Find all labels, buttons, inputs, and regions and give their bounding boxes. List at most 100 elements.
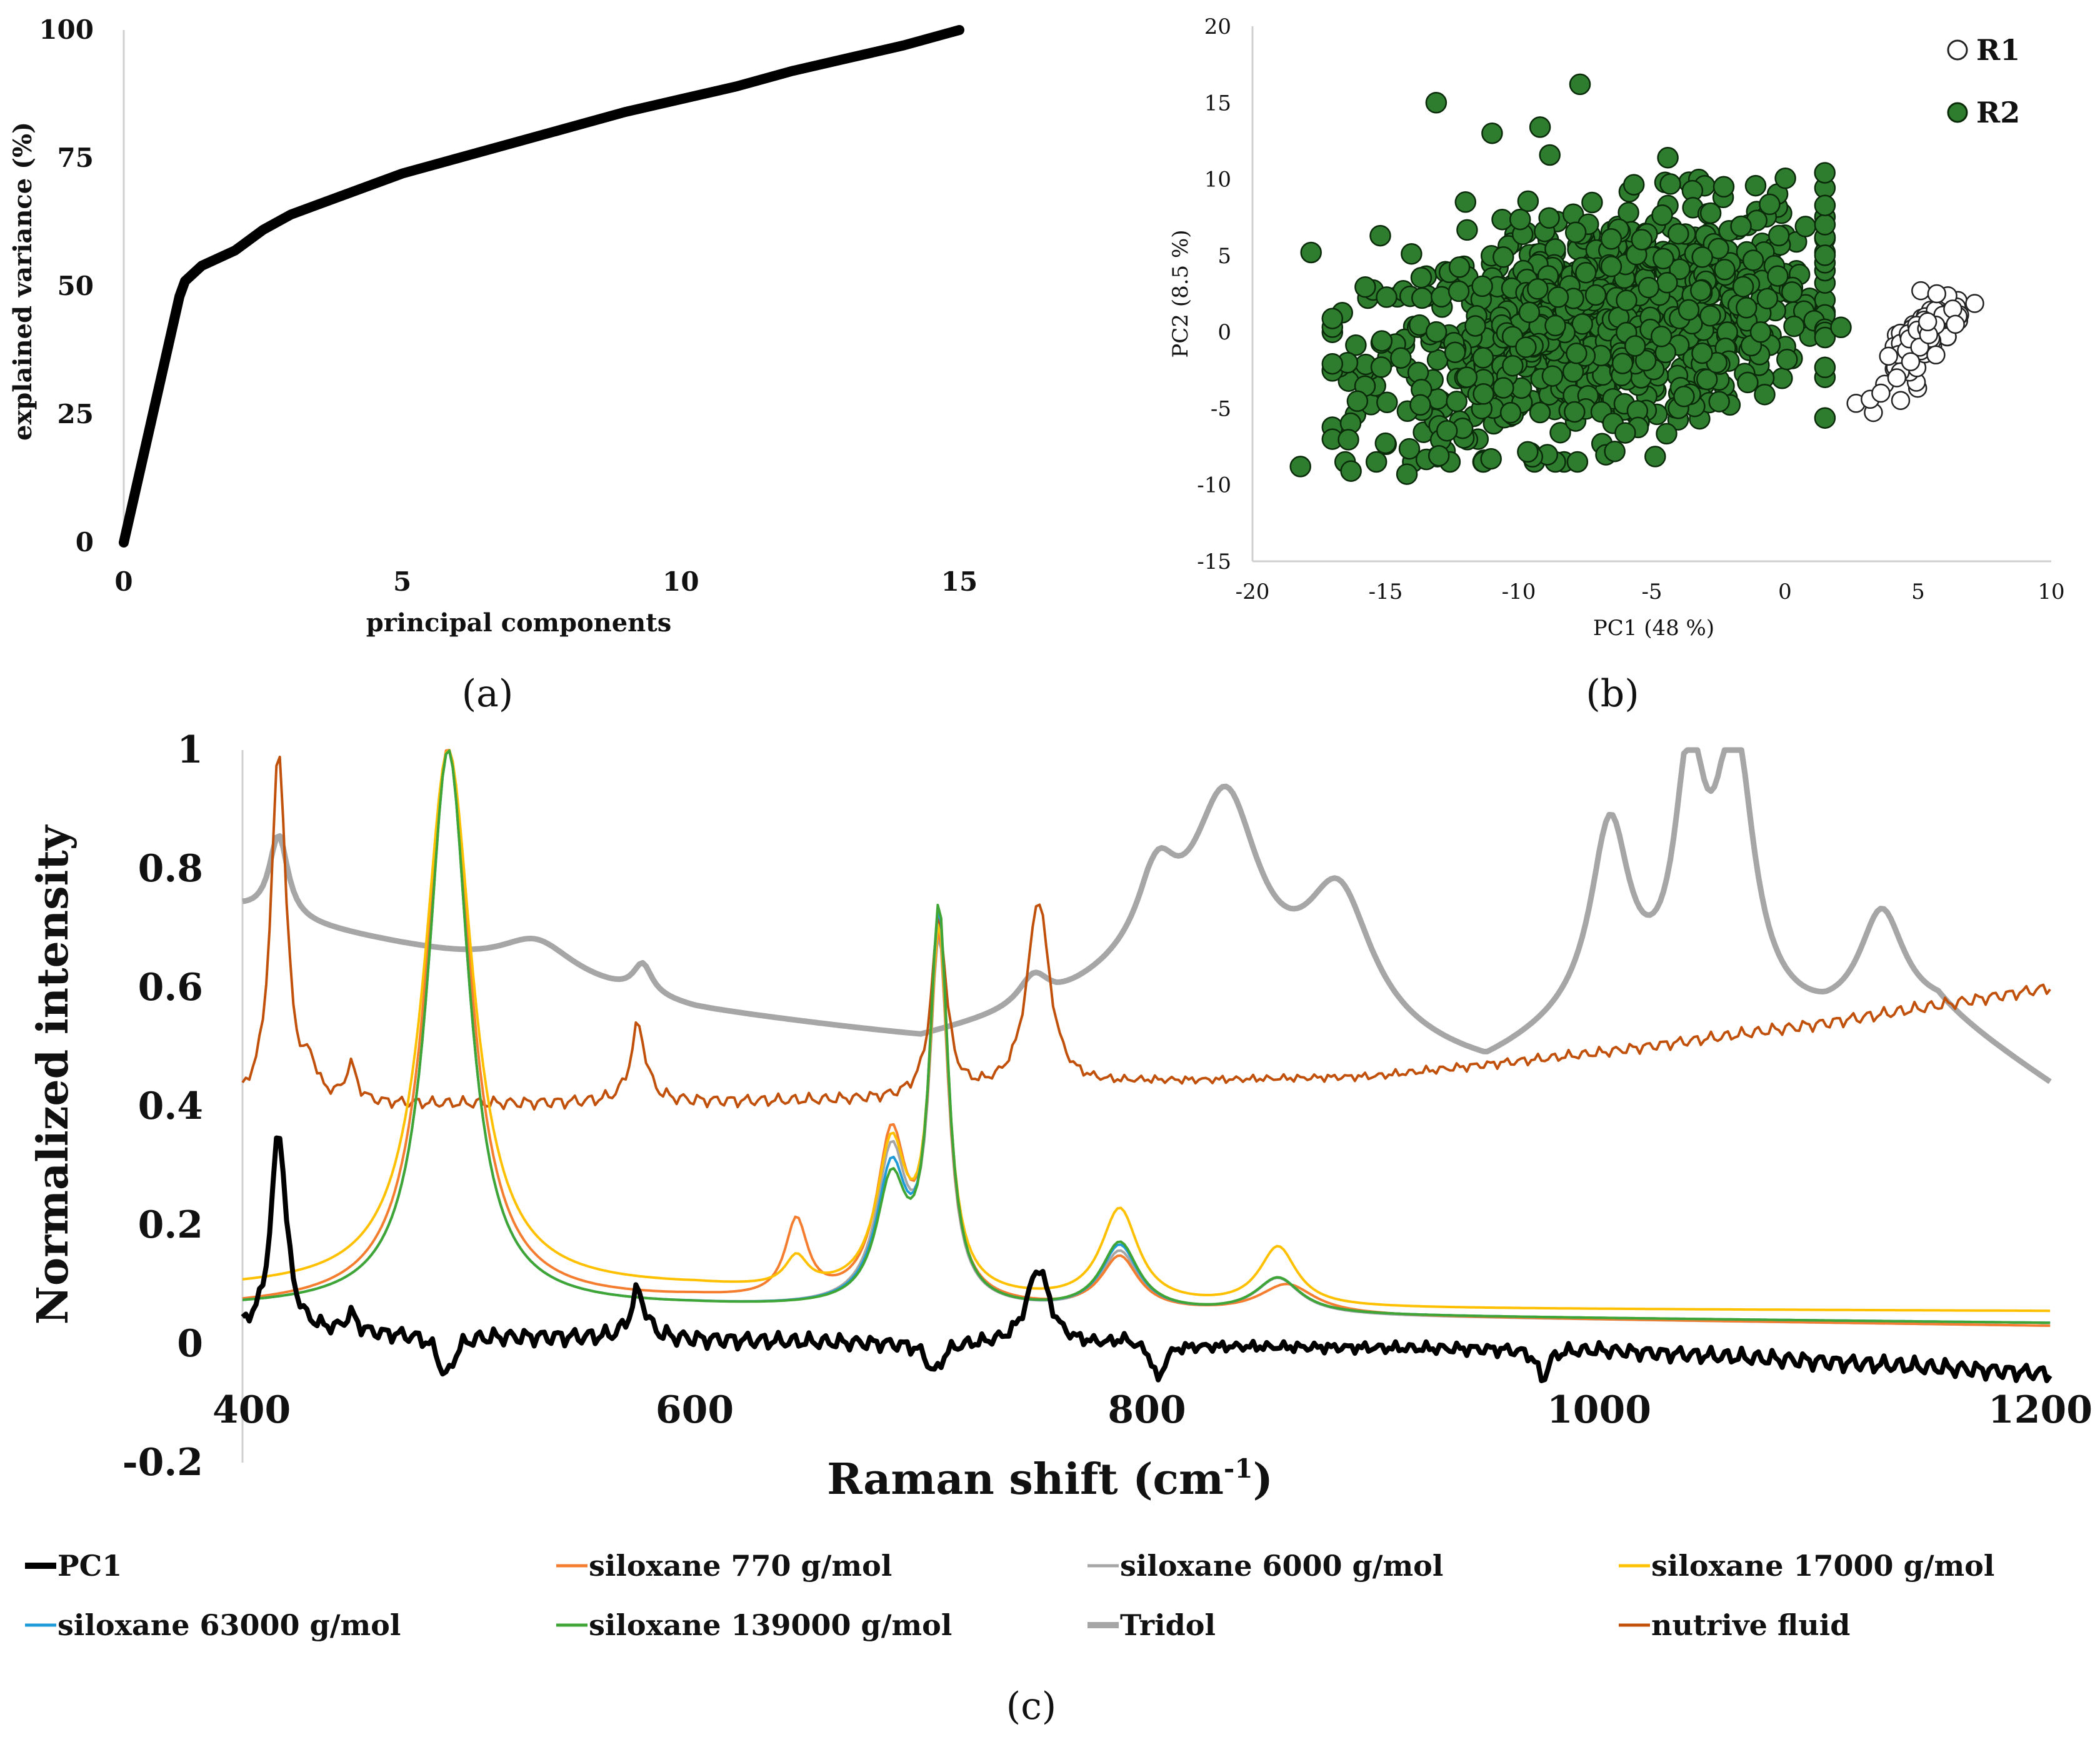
panel-b-x-ticks: -20 -15 -10 -5 0 5 10 (1236, 579, 2065, 604)
scatter-point-r2 (1776, 348, 1798, 371)
scatter-point-r2 (1600, 228, 1622, 250)
scatter-point-r1 (1871, 383, 1891, 403)
scatter-point-r2 (1338, 429, 1359, 451)
scatter-point-r2 (1454, 191, 1477, 213)
panel-a-x-tick: 0 (114, 566, 132, 597)
panel-b-x-tick: -20 (1236, 579, 1270, 604)
panel-b-x-label: PC1 (48 %) (1593, 616, 1714, 641)
scatter-point-r2 (1564, 401, 1586, 423)
scatter-point-r2 (1631, 229, 1653, 251)
spectrum-line (241, 1135, 2052, 1383)
scatter-point-r2 (1814, 194, 1836, 216)
panel-a-y-tick: 25 (58, 399, 94, 429)
scatter-point-r2 (1390, 347, 1412, 369)
panel-a-y-tick: 100 (39, 14, 94, 45)
scatter-point-r2 (1650, 326, 1672, 348)
panel-c-x-label-sup: -1 (1224, 1453, 1253, 1484)
scatter-point-r2 (1448, 256, 1471, 278)
scatter-point-r1 (1965, 294, 1984, 313)
scatter-point-r2 (1571, 313, 1593, 335)
panel-b-x-tick: -15 (1369, 579, 1403, 604)
scatter-point-r2 (1547, 286, 1569, 308)
scatter-point-r2 (1425, 92, 1448, 114)
scatter-point-r2 (1529, 401, 1551, 424)
scatter-point-r2 (1814, 356, 1836, 379)
scatter-point-r2 (1575, 261, 1597, 284)
panel-b-points (1289, 73, 1984, 485)
scatter-point-r2 (1444, 341, 1466, 363)
panel-b-y-tick: 10 (1204, 168, 1231, 193)
scatter-point-r2 (1481, 122, 1503, 144)
scatter-point-r1 (1927, 284, 1947, 304)
scatter-point-r2 (1376, 391, 1398, 414)
scatter-point-r2 (1622, 174, 1645, 196)
scatter-point-r2 (1614, 422, 1636, 444)
panel-c-chart: -0.2 0 0.2 0.4 0.6 0.8 1 400 600 800 1000 1200 Ram… (25, 728, 2092, 1728)
scatter-point-r2 (1569, 73, 1591, 96)
scatter-point-r2 (1730, 215, 1752, 238)
panel-b-legend: R1 R2 (1947, 33, 2020, 129)
scatter-point-r2 (1690, 279, 1712, 301)
scatter-point-r2 (1678, 299, 1700, 321)
scatter-point-r2 (1771, 368, 1793, 389)
scatter-point-r2 (1491, 208, 1513, 231)
panel-a-y-tick: 75 (58, 143, 94, 173)
scatter-point-r2 (1354, 276, 1376, 298)
scatter-point-r2 (1714, 259, 1736, 281)
legend-label-r2: R2 (1976, 96, 2020, 129)
panel-c-x-tick: 600 (656, 1388, 734, 1432)
scatter-point-r2 (1464, 315, 1486, 337)
scatter-point-r1 (1946, 314, 1965, 334)
panel-c-x-tick: 1000 (1547, 1388, 1651, 1432)
scatter-point-r2 (1370, 356, 1392, 378)
scatter-point-r2 (1656, 271, 1678, 294)
panel-c-x-label: Raman shift (cm-1) (827, 1453, 1273, 1504)
scatter-point-r2 (1517, 190, 1539, 213)
scatter-point-r2 (1657, 147, 1679, 169)
panel-c-y-tick: 0 (177, 1322, 203, 1366)
panel-b-label: (b) (1586, 672, 1639, 716)
scatter-point-r2 (1767, 265, 1789, 287)
scatter-point-r2 (1346, 390, 1369, 413)
scatter-point-r2 (1492, 377, 1514, 399)
scatter-point-r2 (1638, 276, 1660, 299)
panel-b-y-tick: -5 (1211, 396, 1231, 421)
scatter-point-r2 (1699, 202, 1722, 224)
scatter-point-r2 (1830, 316, 1852, 339)
scatter-point-r2 (1656, 423, 1678, 445)
panel-b-y-tick: 15 (1204, 91, 1231, 116)
scatter-point-r2 (1376, 286, 1398, 308)
scatter-point-r2 (1369, 224, 1391, 247)
panel-c-x-tick: 800 (1108, 1388, 1186, 1432)
panel-c-y-tick: 0.4 (138, 1084, 203, 1128)
spectrum-line (242, 749, 2051, 1324)
scatter-point-r2 (1566, 343, 1588, 364)
panel-b-y-tick: 5 (1218, 244, 1231, 269)
scatter-point-r2 (1742, 249, 1764, 271)
scatter-point-r2 (1644, 446, 1666, 468)
scatter-point-r2 (1321, 308, 1344, 329)
legend-marker-r2 (1947, 102, 1968, 123)
scatter-point-r2 (1471, 275, 1493, 298)
panel-c-y-tick: 1 (177, 728, 203, 772)
scatter-point-r2 (1651, 204, 1673, 226)
panel-b-y-tick: -15 (1197, 549, 1231, 574)
scatter-point-r2 (1340, 460, 1362, 482)
scatter-point-r2 (1814, 244, 1836, 266)
scatter-point-r2 (1549, 421, 1571, 444)
scatter-point-r1 (1901, 352, 1921, 371)
scatter-point-r2 (1425, 321, 1448, 343)
panel-a-x-tick: 5 (393, 566, 411, 597)
scatter-point-r1 (1879, 346, 1898, 366)
scatter-point-r2 (1768, 224, 1790, 247)
scatter-point-r2 (1712, 176, 1735, 198)
panel-c-x-tick: 400 (212, 1388, 291, 1432)
legend-label: nutrive fluid (1651, 1608, 1850, 1642)
scatter-point-r2 (1300, 241, 1322, 264)
scatter-point-r2 (1509, 208, 1531, 231)
legend-label: siloxane 139000 g/mol (589, 1608, 952, 1642)
scatter-point-r1 (1911, 281, 1931, 301)
scatter-point-r2 (1759, 193, 1781, 216)
scatter-point-r2 (1411, 287, 1433, 309)
